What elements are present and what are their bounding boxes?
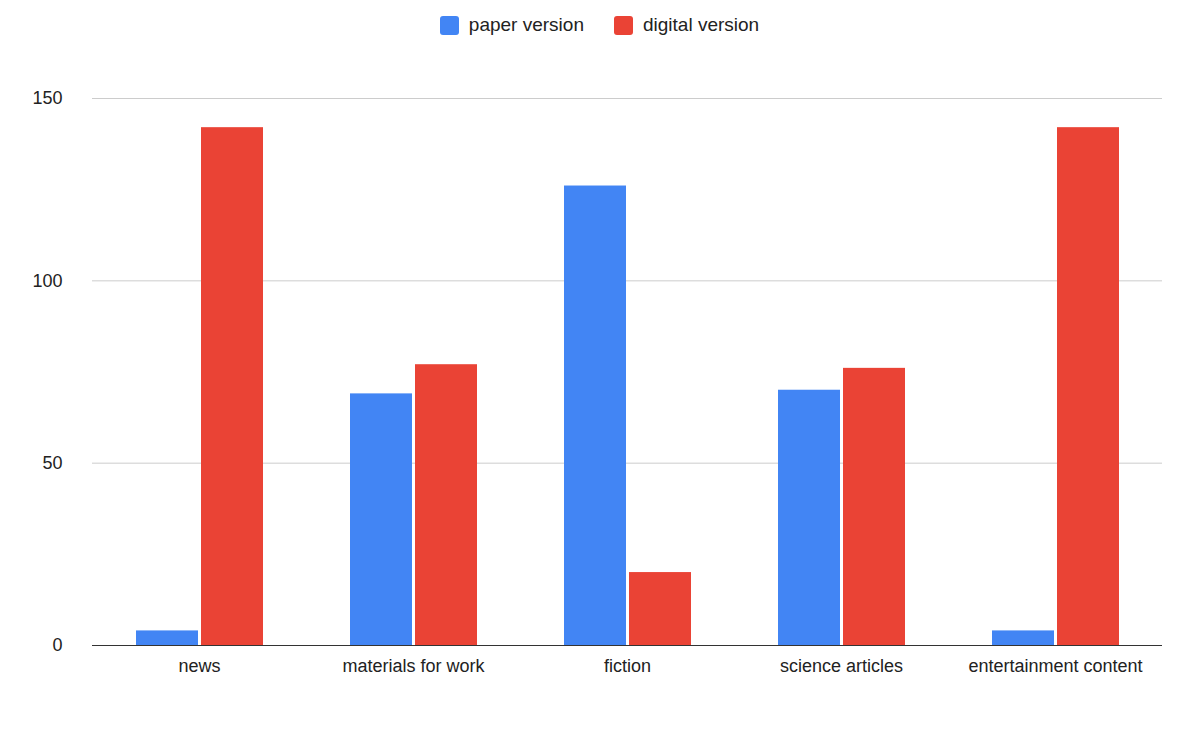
svg-text:fiction: fiction xyxy=(604,656,651,676)
svg-text:materials for work: materials for work xyxy=(342,656,485,676)
html-text:digital version: digital version xyxy=(643,14,760,35)
svg-text:entertainment content: entertainment content xyxy=(968,656,1142,676)
svg-text:0: 0 xyxy=(52,635,62,655)
svg-text:science articles: science articles xyxy=(780,656,903,676)
svg-text:150: 150 xyxy=(32,88,62,108)
svg-text:100: 100 xyxy=(32,271,62,291)
svg-text:news: news xyxy=(178,656,220,676)
html-text:paper version: paper version xyxy=(468,14,584,35)
svg-text:50: 50 xyxy=(42,453,62,473)
